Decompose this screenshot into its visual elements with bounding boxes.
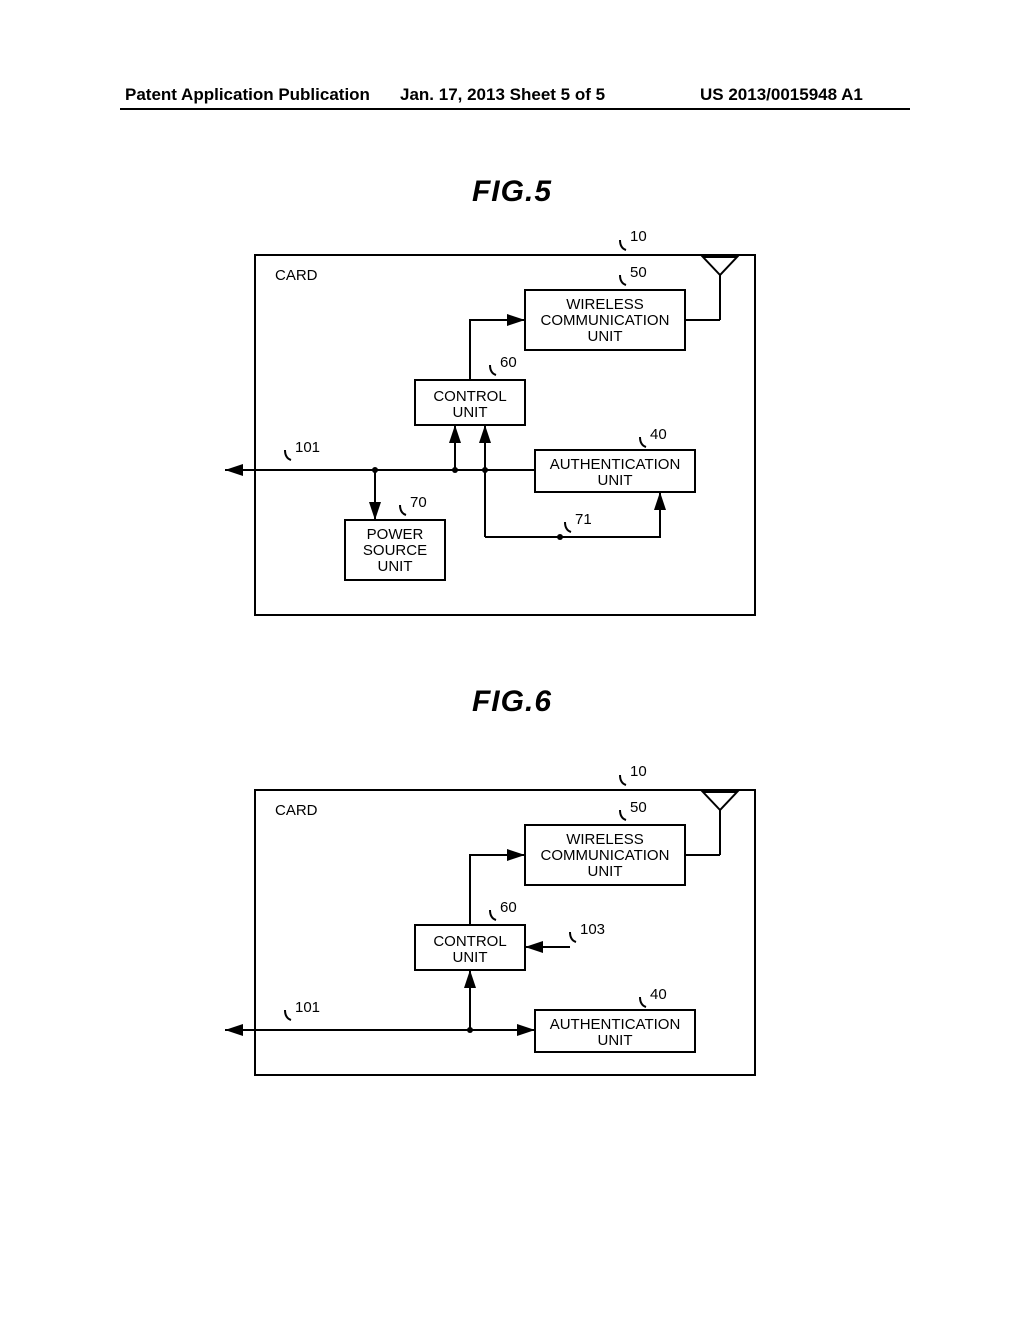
ref-103: 103 xyxy=(580,921,605,938)
ref-60-6: 60 xyxy=(500,899,517,916)
control-l1-6: CONTROL xyxy=(433,933,506,950)
wireless-l2: COMMUNICATION xyxy=(541,312,670,329)
power-l3: UNIT xyxy=(378,558,413,575)
control-l1: CONTROL xyxy=(433,388,506,405)
auth-l2: UNIT xyxy=(598,472,633,489)
fig6-title: FIG.6 xyxy=(0,685,1024,719)
ref60-hook xyxy=(490,365,496,375)
wireless-l2-6: COMMUNICATION xyxy=(541,847,670,864)
ref40-hook xyxy=(640,437,646,447)
header-center: Jan. 17, 2013 Sheet 5 of 5 xyxy=(400,85,605,105)
ref-101-6: 101 xyxy=(295,999,320,1016)
node-101a xyxy=(452,467,458,473)
header-right: US 2013/0015948 A1 xyxy=(700,85,863,105)
ref-50-6: 50 xyxy=(630,799,647,816)
ref10-hook-6 xyxy=(620,775,626,785)
line-71 xyxy=(485,492,660,537)
control-l2-6: UNIT xyxy=(453,949,488,966)
header-rule xyxy=(120,108,910,110)
ref50-hook xyxy=(620,275,626,285)
ref-50: 50 xyxy=(630,264,647,281)
wireless-l1: WIRELESS xyxy=(566,296,644,313)
ref50-hook-6 xyxy=(620,810,626,820)
ref-70: 70 xyxy=(410,494,427,511)
power-l2: SOURCE xyxy=(363,542,427,559)
fig6-diagram: CARD 10 WIRELESS COMMUNICATION UNIT 50 C… xyxy=(225,760,785,1105)
ref-10-6: 10 xyxy=(630,763,647,780)
card-box xyxy=(255,255,755,615)
control-l2: UNIT xyxy=(453,404,488,421)
ref-40: 40 xyxy=(650,426,667,443)
auth-l1: AUTHENTICATION xyxy=(550,456,681,473)
ref70-hook xyxy=(400,505,406,515)
card-label: CARD xyxy=(275,267,318,284)
ref60-hook-6 xyxy=(490,910,496,920)
ref-10: 10 xyxy=(630,228,647,245)
power-l1: POWER xyxy=(367,526,424,543)
wireless-l3-6: UNIT xyxy=(588,863,623,880)
control-to-wireless xyxy=(470,320,525,380)
ref40-hook-6 xyxy=(640,997,646,1007)
ref10-hook xyxy=(620,240,626,250)
control-to-wireless-6 xyxy=(470,855,525,925)
ref101-hook xyxy=(285,450,291,460)
card-label-6: CARD xyxy=(275,802,318,819)
ref71-hook xyxy=(565,522,571,532)
antenna-icon-6 xyxy=(703,792,737,810)
ref-101: 101 xyxy=(295,439,320,456)
antenna-icon xyxy=(703,257,737,275)
header-left: Patent Application Publication xyxy=(125,85,370,105)
page: Patent Application Publication Jan. 17, … xyxy=(0,0,1024,1320)
wireless-l3: UNIT xyxy=(588,328,623,345)
auth-l1-6: AUTHENTICATION xyxy=(550,1016,681,1033)
fig5-title: FIG.5 xyxy=(0,175,1024,209)
auth-l2-6: UNIT xyxy=(598,1032,633,1049)
ref103-hook xyxy=(570,932,576,942)
ref-60: 60 xyxy=(500,354,517,371)
node-71 xyxy=(557,534,563,540)
ref-71: 71 xyxy=(575,511,592,528)
ref101-hook-6 xyxy=(285,1010,291,1020)
node-power xyxy=(372,467,378,473)
fig5-diagram: CARD 10 WIRELESS COMMUNICATION UNIT 50 C… xyxy=(225,225,785,630)
wireless-l1-6: WIRELESS xyxy=(566,831,644,848)
ref-40-6: 40 xyxy=(650,986,667,1003)
